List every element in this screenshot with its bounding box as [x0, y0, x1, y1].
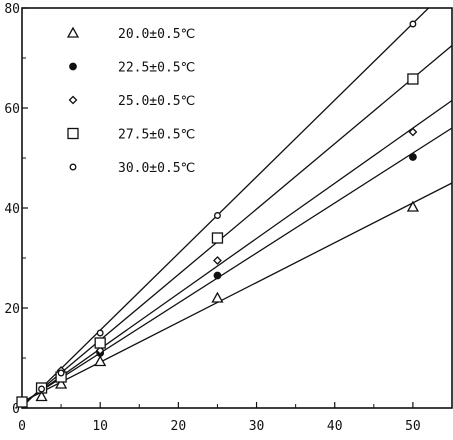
data-point — [95, 346, 105, 355]
data-point — [96, 329, 104, 337]
data-point — [211, 232, 224, 244]
data-point — [94, 355, 107, 367]
data-point — [214, 212, 221, 219]
legend-marker — [66, 26, 80, 38]
x-tick-label: 10 — [92, 419, 108, 434]
data-point — [35, 390, 48, 402]
data-point — [409, 153, 417, 161]
legend-label: 20.0±0.5℃ — [118, 27, 195, 42]
fit-line — [22, 99, 452, 405]
data-point — [16, 396, 28, 408]
data-point — [57, 369, 65, 377]
data-point — [211, 291, 224, 303]
legend-marker — [68, 95, 78, 105]
legend-marker — [67, 127, 79, 140]
legend-label: 30.0±0.5℃ — [118, 161, 195, 176]
fit-line — [22, 45, 452, 406]
data-point — [54, 377, 68, 389]
fit-line — [22, 8, 430, 408]
legend-label: 22.5±0.5℃ — [118, 61, 195, 76]
x-tick-label: 0 — [18, 419, 26, 434]
y-tick-label: 0 — [12, 402, 20, 417]
legend-label: 25.0±0.5℃ — [118, 94, 195, 109]
axes: 0 20 40 60 80 0 10 20 30 40 50 — [4, 2, 453, 434]
y-tick-label: 40 — [4, 202, 20, 217]
data-point — [38, 385, 45, 393]
fit-line — [22, 182, 452, 403]
legend-marker — [69, 163, 77, 171]
data-point — [407, 73, 419, 85]
y-tick-label: 20 — [4, 302, 20, 317]
data-point — [213, 256, 222, 265]
x-tick-label: 20 — [171, 419, 187, 434]
data-point — [213, 271, 222, 280]
data-point — [94, 337, 106, 349]
legend-label: 27.5±0.5℃ — [118, 128, 195, 143]
data-point — [408, 127, 418, 137]
data-point — [409, 20, 417, 28]
y-tick-label: 80 — [4, 2, 20, 17]
data-point — [406, 200, 420, 212]
x-tick-label: 50 — [405, 419, 421, 434]
plot-frame — [21, 7, 453, 409]
legend-marker — [69, 62, 77, 71]
y-tick-label: 60 — [4, 102, 20, 117]
x-tick-label: 30 — [249, 419, 265, 434]
data-points — [16, 20, 420, 408]
fit-lines — [22, 8, 452, 408]
legend: 20.0±0.5℃ 22.5±0.5℃ 25.0±0.5℃ 27.5±0.5℃ 30.0… — [66, 26, 195, 176]
x-tick-label: 40 — [327, 419, 343, 434]
fit-line — [22, 127, 452, 404]
